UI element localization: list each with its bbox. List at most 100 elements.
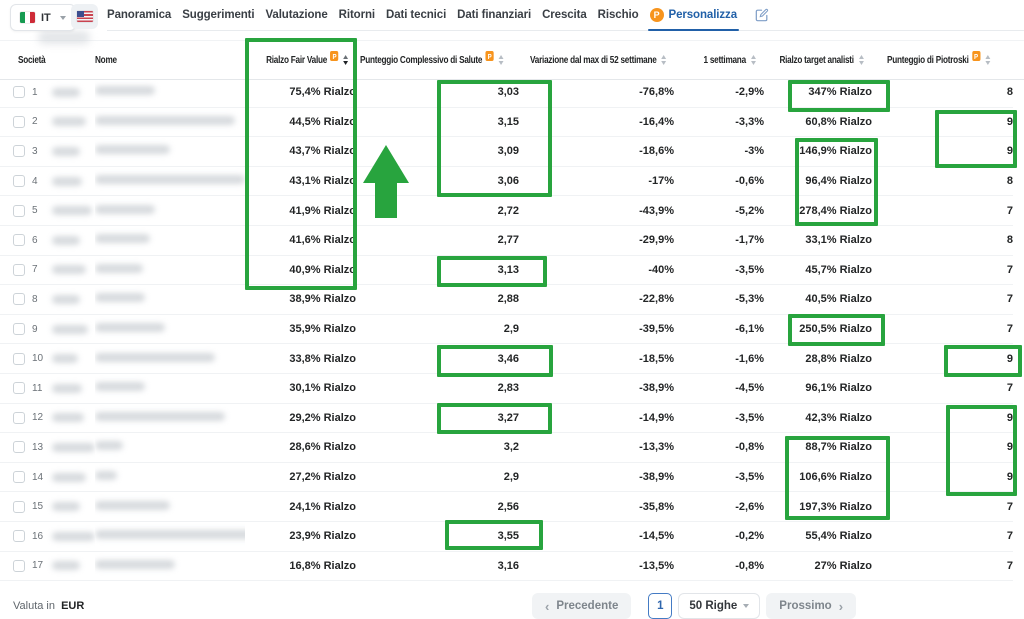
name-cell [95,403,245,434]
tab-dati-tecnici[interactable]: Dati tecnici [386,0,446,30]
table-row: 6 41,6% Rialzo 2,77 -29,9% -1,7% 33,1% Rialzo… [0,225,1013,256]
redacted-ticker [52,413,84,423]
company-cell: 7 [0,255,95,286]
row-checkbox[interactable] [13,441,25,454]
us-flag-button[interactable] [71,4,98,29]
health-score: 2,72 [356,195,519,226]
row-checkbox[interactable] [13,204,25,217]
tab-ritorni[interactable]: Ritorni [339,0,375,30]
row-number: 1 [32,86,38,98]
health-score: 3,2 [356,432,519,463]
tab-valutazione[interactable]: Valutazione [265,0,327,30]
previous-page-button[interactable]: ‹ Precedente [532,593,632,619]
piotroski-score: 7 [872,373,1013,404]
rows-per-page-dropdown[interactable]: 50 Righe [678,593,761,619]
name-cell [95,432,245,463]
column-header-punteggio-di-piotroski[interactable]: Punteggio di Piotroski P [887,41,990,79]
change-from-52w-high: -29,9% [519,225,674,256]
row-checkbox[interactable] [13,115,25,128]
name-cell [95,314,245,345]
health-score: 3,16 [356,551,519,582]
table-row: 9 35,9% Rialzo 2,9 -39,5% -6,1% 250,5% Rialzo… [0,314,1013,345]
fair-value-upside: 43,7% Rialzo [245,136,356,167]
column-header-rialzo-fair-value[interactable]: Rialzo Fair Value P [266,41,348,79]
tab-panoramica[interactable]: Panoramica [107,0,171,30]
name-cell [95,284,245,315]
page-1-button[interactable]: 1 [648,593,673,619]
redacted-ticker [52,354,78,364]
health-score: 3,03 [356,78,519,108]
health-score: 2,88 [356,284,519,315]
company-cell: 17 [0,551,95,582]
redacted-ticker [52,442,95,452]
tab-suggerimenti[interactable]: Suggerimenti [182,0,254,30]
column-header-punteggio-complessivo-di-salute[interactable]: Punteggio Complessivo di Salute P [360,41,504,79]
fair-value-upside: 28,6% Rialzo [245,432,356,463]
currency-label: Valuta in [13,600,55,612]
redacted-ticker [52,324,88,334]
row-checkbox[interactable] [13,263,25,276]
row-checkbox[interactable] [13,559,25,572]
piotroski-score: 7 [872,551,1013,582]
row-checkbox[interactable] [13,471,25,484]
company-cell: 5 [0,195,95,226]
tab-rischio[interactable]: Rischio [598,0,639,30]
language-selector[interactable]: IT [10,4,76,31]
table-row: 2 44,5% Rialzo 3,15 -16,4% -3,3% 60,8% Rialzo… [0,107,1013,138]
tab-dati-finanziari[interactable]: Dati finanziari [457,0,531,30]
one-week-change: -4,5% [674,373,764,404]
row-checkbox[interactable] [13,323,25,336]
change-from-52w-high: -14,9% [519,403,674,434]
one-week-change: -0,8% [674,551,764,582]
row-number: 4 [32,175,38,187]
redacted-ticker [52,472,86,482]
fair-value-upside: 41,9% Rialzo [245,195,356,226]
next-page-button[interactable]: Prossimo › [766,593,857,619]
column-header-rialzo-target-analisti[interactable]: Rialzo target analisti [780,41,864,79]
redacted-name [95,441,123,451]
analyst-target-upside: 42,3% Rialzo [764,403,872,434]
row-checkbox[interactable] [13,234,25,247]
company-cell: 15 [0,491,95,522]
change-from-52w-high: -22,8% [519,284,674,315]
analyst-target-upside: 27% Rialzo [764,551,872,582]
row-checkbox[interactable] [13,175,25,188]
row-checkbox[interactable] [13,293,25,306]
tab-crescita[interactable]: Crescita [542,0,587,30]
name-cell [95,195,245,226]
fair-value-upside: 35,9% Rialzo [245,314,356,345]
fair-value-upside: 38,9% Rialzo [245,284,356,315]
redacted-name [95,175,245,185]
table-row: 11 30,1% Rialzo 2,83 -38,9% -4,5% 96,1% Rialz… [0,373,1013,404]
column-header-variazione-dal-max-di-52-settimane[interactable]: Variazione dal max di 52 settimane [530,41,667,79]
redacted-ticker [52,383,82,393]
row-checkbox[interactable] [13,145,25,158]
row-checkbox[interactable] [13,500,25,513]
row-checkbox[interactable] [13,382,25,395]
table-row: 7 40,9% Rialzo 3,13 -40% -3,5% 45,7% Rialzo 7 [0,255,1013,286]
analyst-target-upside: 55,4% Rialzo [764,521,872,552]
row-checkbox[interactable] [13,86,25,99]
one-week-change: -3,5% [674,462,764,493]
edit-icon[interactable] [755,8,769,22]
column-header-1-settimana[interactable]: 1 settimana [704,41,756,79]
change-from-52w-high: -17% [519,166,674,197]
piotroski-score: 9 [872,107,1013,138]
pro-icon: P [485,51,494,61]
row-number: 5 [32,205,38,217]
company-cell: 2 [0,107,95,138]
company-cell: 16 [0,521,95,552]
change-from-52w-high: -18,5% [519,343,674,374]
tab-personalizza[interactable]: P Personalizza [647,0,740,31]
table-row: 5 41,9% Rialzo 2,72 -43,9% -5,2% 278,4% Rialz… [0,195,1013,226]
company-cell: 1 [0,78,95,108]
row-checkbox[interactable] [13,411,25,424]
row-checkbox[interactable] [13,352,25,365]
redacted-name [95,323,165,333]
one-week-change: -0,6% [674,166,764,197]
health-score: 3,46 [356,343,519,374]
one-week-change: -0,8% [674,432,764,463]
column-label: Punteggio di Piotroski [887,54,969,66]
row-checkbox[interactable] [13,530,25,543]
